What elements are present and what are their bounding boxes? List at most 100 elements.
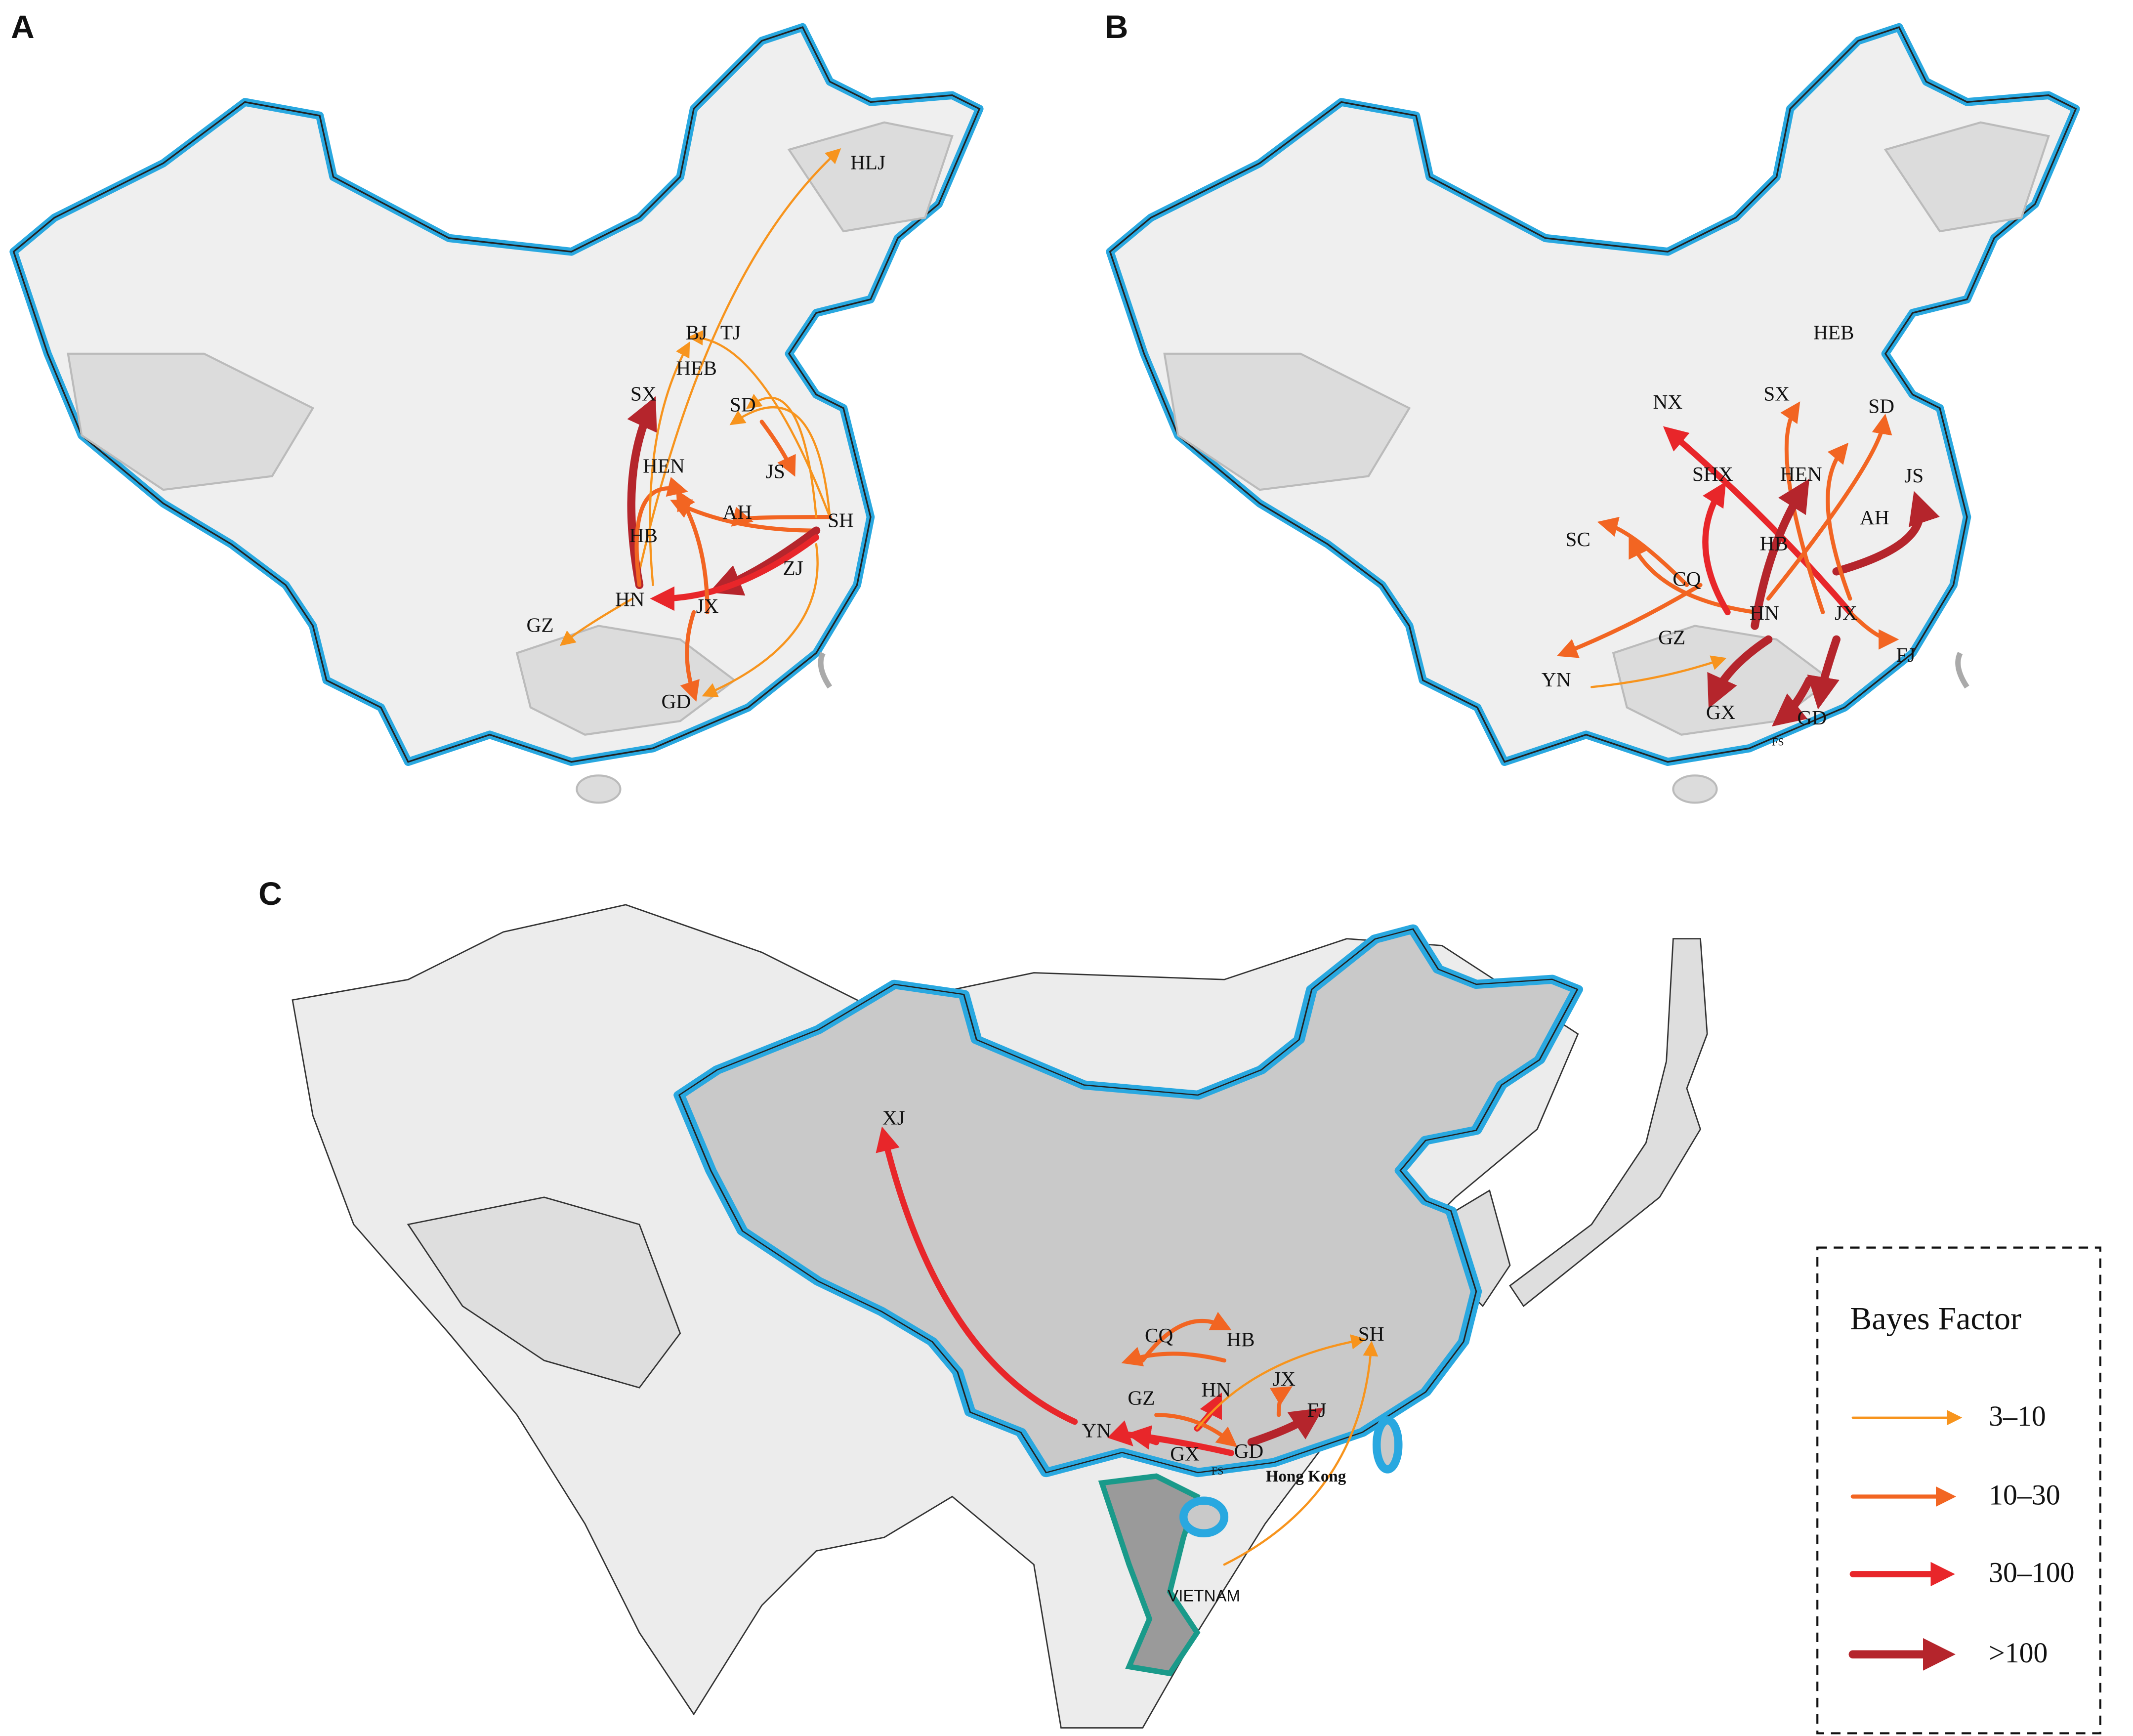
- flow-arrow: [1126, 1425, 1234, 1456]
- island: [818, 652, 833, 689]
- place-label: JX: [1273, 1367, 1296, 1390]
- flow-arrow: [1629, 537, 1757, 615]
- flow-arrow: [746, 394, 818, 518]
- legend-label: 10–30: [1989, 1479, 2060, 1511]
- flow-arrow: [1707, 635, 1773, 709]
- place-label: SD: [730, 393, 756, 416]
- flow-arrow: [1223, 1341, 1379, 1566]
- place-label: SC: [1565, 528, 1590, 550]
- place-label: HN: [615, 588, 645, 610]
- map-a: [14, 27, 980, 804]
- island: [576, 774, 622, 804]
- place-label: HB: [1759, 532, 1788, 554]
- place-label: XJ: [882, 1106, 905, 1129]
- flow-arrow: [649, 341, 690, 587]
- vietnam: [1098, 1473, 1201, 1677]
- flow-arrow: [559, 597, 634, 646]
- flow-arrow: [1751, 478, 1809, 630]
- taiwan: [1372, 1416, 1403, 1474]
- place-label: HEB: [676, 356, 717, 379]
- flow-arrow: [650, 534, 820, 611]
- place-label: AH: [722, 501, 752, 523]
- flow-arrow: [676, 489, 710, 615]
- place-label: NX: [1653, 390, 1683, 413]
- flow-arrow: [1663, 426, 1853, 616]
- place-label: GD: [1797, 706, 1827, 729]
- place-label: SX: [1763, 382, 1790, 405]
- place-label: FS: [1212, 1465, 1224, 1477]
- legend-label: 30–100: [1989, 1556, 2074, 1588]
- flow-arrow: [680, 610, 700, 702]
- country: [1509, 938, 1708, 1308]
- legend-title: Bayes Factor: [1850, 1301, 2021, 1337]
- place-label: GX: [1706, 701, 1736, 723]
- place-label: ZJ: [783, 556, 803, 579]
- flow-arrow: [1766, 414, 1892, 601]
- place-label: GD: [1234, 1440, 1264, 1462]
- flow-arrow: [702, 543, 819, 697]
- flow-arrow: [1590, 655, 1727, 688]
- island: [1672, 774, 1718, 804]
- place-label: SH: [1358, 1322, 1384, 1345]
- island: [1955, 652, 1969, 689]
- place-label: GZ: [527, 614, 554, 636]
- panel-letter: C: [258, 876, 282, 912]
- flow-arrow: [1702, 481, 1731, 616]
- place-label: JS: [766, 460, 785, 483]
- flow-arrow: [1196, 1334, 1367, 1430]
- flow-arrow: [1832, 491, 1940, 576]
- legend-label: >100: [1989, 1637, 2048, 1669]
- panel-letter: B: [1105, 9, 1129, 45]
- flow-arrow: [1121, 1347, 1226, 1366]
- flow-arrow: [1556, 583, 1703, 658]
- panel-letter: A: [11, 9, 35, 45]
- place-label: VIETNAM: [1168, 1586, 1240, 1605]
- legend: Bayes Factor 3–10 10–30 30–100 >100: [1816, 1246, 2101, 1735]
- flow-arrow: [1772, 676, 1813, 727]
- place-label: Hong Kong: [1266, 1468, 1346, 1485]
- flow-arrow: [876, 1126, 1078, 1425]
- flow-arrow: [731, 507, 832, 527]
- province: [515, 625, 737, 736]
- place-label: GZ: [1128, 1386, 1155, 1409]
- flow-arrow: [1154, 1413, 1238, 1447]
- place-label: JX: [1835, 601, 1857, 624]
- place-label: GZ: [1658, 626, 1685, 648]
- province: [1883, 121, 2050, 233]
- place-label: HLJ: [850, 151, 885, 174]
- map-b: [1110, 27, 2076, 804]
- place-label: SX: [630, 382, 657, 405]
- place-label: SHX: [1692, 463, 1733, 485]
- flow-arrow: [1826, 442, 1852, 601]
- place-label: YN: [1542, 668, 1571, 691]
- place-label: FJ: [1896, 643, 1916, 666]
- hainan: [1179, 1496, 1229, 1538]
- province: [67, 352, 315, 491]
- place-label: HN: [1750, 601, 1779, 624]
- flow-arrow: [1807, 635, 1841, 710]
- map-c: [292, 904, 1708, 1729]
- place-label: AH: [1860, 506, 1889, 529]
- province: [1163, 352, 1411, 491]
- place-label: HEN: [643, 455, 685, 477]
- flow-arrow: [1269, 1386, 1293, 1417]
- place-label: JS: [1904, 464, 1924, 487]
- place-label: CQ: [1145, 1324, 1173, 1347]
- place-label: FJ: [1307, 1398, 1327, 1421]
- place-label: JX: [696, 594, 719, 617]
- flow-arrow: [729, 406, 831, 518]
- place-label: FS: [1772, 735, 1784, 748]
- legend-label: 3–10: [1989, 1400, 2046, 1432]
- place-label: YN: [1082, 1419, 1111, 1442]
- place-label: GX: [1170, 1442, 1200, 1465]
- country: [407, 1196, 681, 1389]
- place-label: SH: [828, 509, 854, 532]
- place-label: HEN: [1780, 463, 1822, 485]
- flow-arrow: [759, 420, 796, 477]
- place-label: HEB: [1813, 321, 1854, 344]
- place-label: HB: [629, 524, 658, 547]
- place-label: SD: [1868, 394, 1894, 417]
- flow-arrow: [1848, 610, 1899, 650]
